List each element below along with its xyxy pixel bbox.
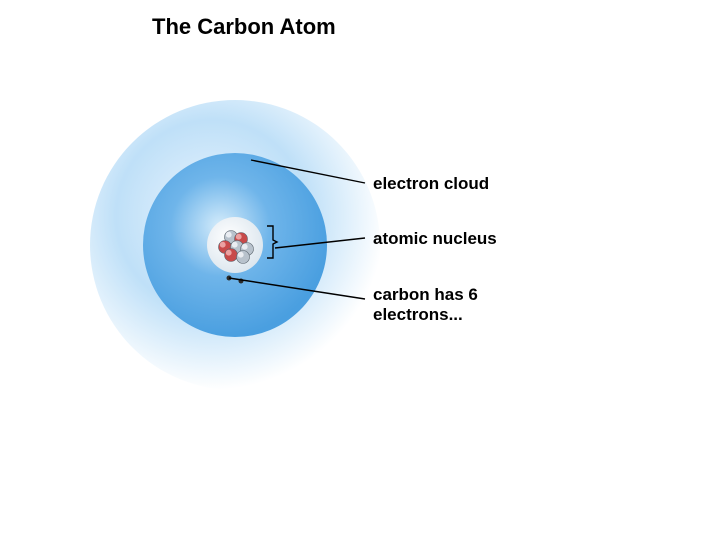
atom-illustration [0,0,720,540]
label-atomic-nucleus: atomic nucleus [373,229,497,249]
nucleon [225,249,238,262]
diagram-canvas: The Carbon Atom electron cloudatomic nuc… [0,0,720,540]
label-electrons-count: carbon has 6 electrons... [373,285,543,325]
label-electron-cloud: electron cloud [373,174,489,194]
nucleon [237,251,250,264]
